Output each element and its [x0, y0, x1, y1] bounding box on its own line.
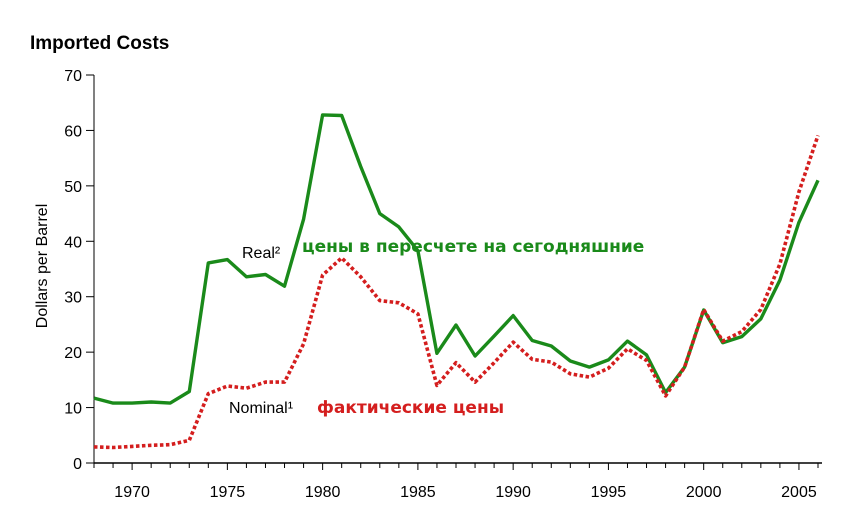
y-tick-label: 30	[64, 290, 82, 307]
y-tick-label: 0	[73, 456, 82, 473]
y-axis-label: Dollars per Barrel	[34, 204, 51, 328]
x-tick-label: 1970	[114, 484, 150, 501]
series-group	[93, 113, 820, 450]
nominal-price-line	[93, 134, 820, 450]
y-tick-label: 50	[64, 179, 82, 196]
chart-title: Imported Costs	[30, 33, 169, 54]
x-tick-label: 2005	[781, 484, 817, 501]
x-ticks: 1970 1975 1980 1985 1990 1995 2000 2005	[93, 463, 819, 501]
x-tick-label: 1980	[305, 484, 341, 501]
real-label: Real²	[242, 245, 281, 262]
x-tick-label: 2000	[686, 484, 722, 501]
x-tick-label: 1990	[495, 484, 531, 501]
y-ticks: 0 10 20 30 40 50 60 70	[64, 68, 94, 473]
y-tick-label: 20	[64, 345, 82, 362]
x-tick-label: 1975	[210, 484, 246, 501]
real-price-line	[93, 113, 820, 405]
y-tick-label: 70	[64, 68, 82, 85]
y-tick-label: 40	[64, 234, 82, 251]
y-tick-label: 10	[64, 401, 82, 418]
x-tick-label: 1995	[591, 484, 627, 501]
nominal-label: Nominal¹	[229, 400, 293, 417]
nominal-annotation: фактические цены	[317, 398, 504, 418]
y-tick-label: 60	[64, 123, 82, 140]
real-series-label: Real² цены в пересчете на сегодняшние	[242, 237, 644, 262]
x-tick-label: 1985	[400, 484, 436, 501]
real-annotation: цены в пересчете на сегодняшние	[302, 237, 644, 257]
nominal-series-label: Nominal¹ фактические цены	[229, 398, 504, 418]
